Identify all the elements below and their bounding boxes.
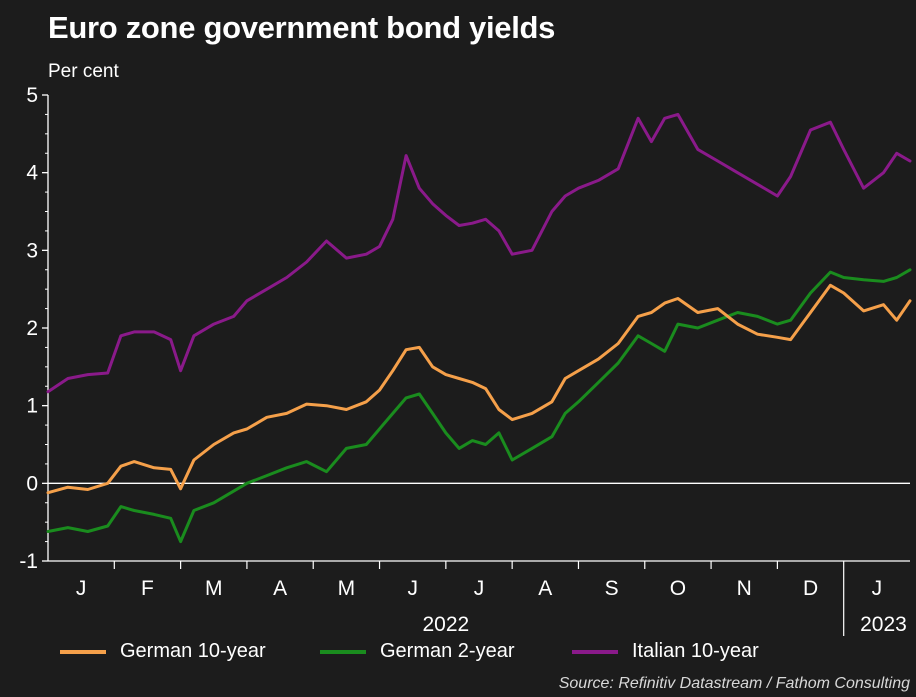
y-tick-label: 2 [26,317,38,340]
y-axis-label: Per cent [48,61,119,82]
source-note: Source: Refinitiv Datastream / Fathom Co… [558,675,910,692]
x-tick-label: J [407,577,418,600]
chart-title: Euro zone government bond yields [48,10,556,45]
x-tick-label: J [76,577,87,600]
legend-label-italian-10-year: Italian 10-year [632,640,759,662]
x-tick-label: O [670,577,686,600]
y-tick-label: 5 [26,84,38,107]
legend-label-german-2-year: German 2-year [380,640,515,662]
y-tick-label: 0 [26,472,38,495]
x-tick-label: F [141,577,154,600]
x-tick-label: D [803,577,818,600]
legend-label-german-10-year: German 10-year [120,640,266,662]
x-tick-label: J [872,577,883,600]
x-tick-label: A [273,577,287,600]
legend-swatch-german-10-year [60,649,106,654]
y-tick-label: 3 [26,239,38,262]
legend-item-german-10-year: German 10-year [60,640,266,663]
x-tick-label: S [605,577,619,600]
x-year-label: 2023 [860,613,907,636]
y-tick-label: -1 [19,550,38,573]
x-tick-label: M [338,577,356,600]
legend-item-italian-10-year: Italian 10-year [572,640,759,663]
x-year-label: 2022 [422,613,469,636]
x-tick-label: N [737,577,752,600]
legend-item-german-2-year: German 2-year [320,640,515,663]
series-layer [46,112,912,544]
x-tick-label: M [205,577,223,600]
y-tick-label: 1 [26,395,38,418]
legend-swatch-italian-10-year [572,649,618,654]
x-tick-label: J [474,577,485,600]
x-tick-label: A [538,577,552,600]
series-line-german-2-year [46,268,912,544]
legend: German 10-year German 2-year Italian 10-… [0,640,916,670]
y-tick-label: 4 [26,162,38,185]
legend-swatch-german-2-year [320,649,366,654]
series-line-german-10-year [46,283,912,495]
series-line-italian-10-year [46,112,912,394]
